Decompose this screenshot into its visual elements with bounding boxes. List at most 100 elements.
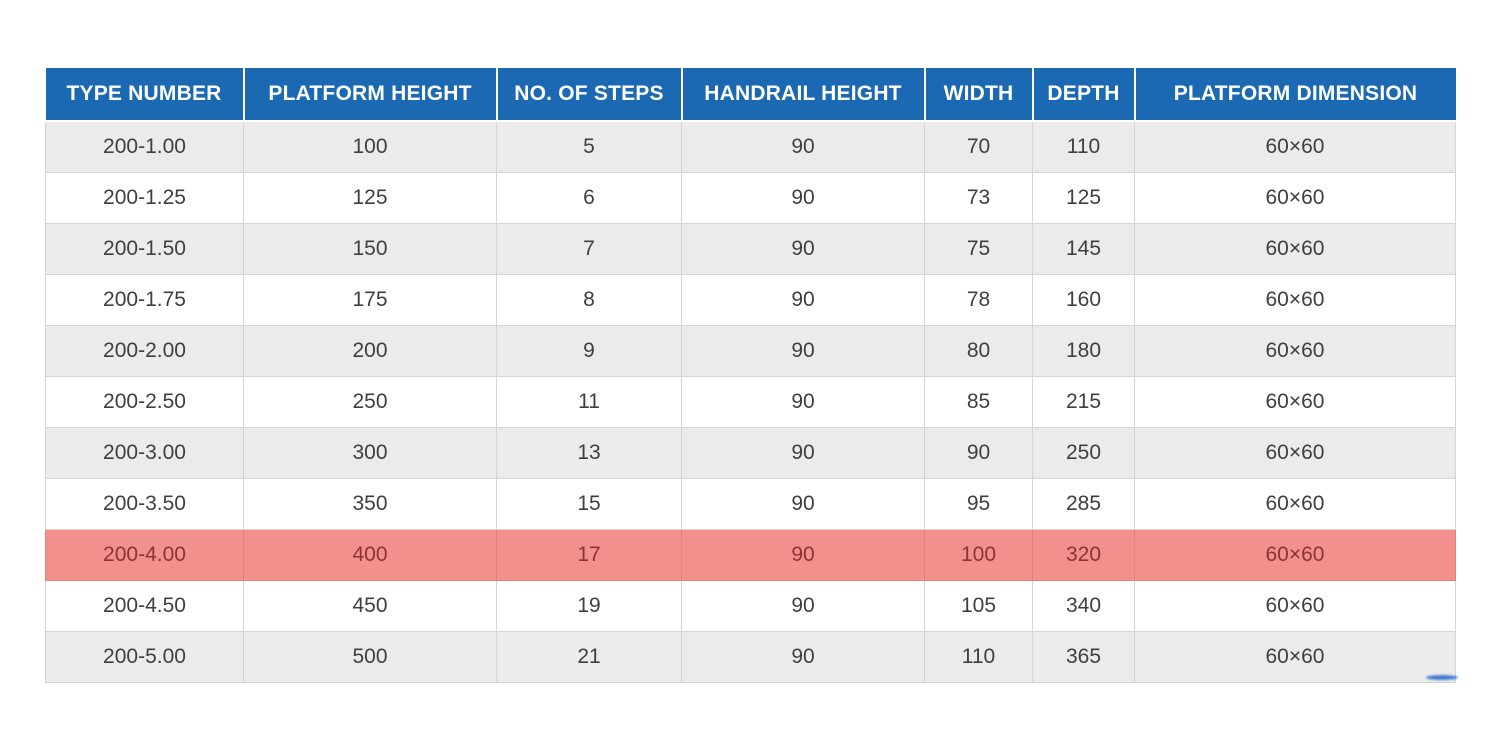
- table-cell: 100: [924, 529, 1033, 581]
- table-cell: 90: [681, 631, 925, 683]
- table-cell: 90: [681, 325, 925, 377]
- table-cell: 60×60: [1134, 223, 1456, 275]
- table-cell: 340: [1032, 580, 1135, 632]
- table-cell: 200-1.75: [45, 274, 244, 326]
- table-cell: 200-1.25: [45, 172, 244, 224]
- table-cell: 365: [1032, 631, 1135, 683]
- table-cell: 110: [924, 631, 1033, 683]
- table-header: TYPE NUMBER PLATFORM HEIGHT NO. OF STEPS HA…: [45, 68, 1456, 122]
- table-cell: 17: [496, 529, 682, 581]
- table-cell: 90: [681, 172, 925, 224]
- table-cell: 125: [243, 172, 497, 224]
- table-cell: 90: [924, 427, 1033, 479]
- table-cell: 200-1.50: [45, 223, 244, 275]
- table-cell: 11: [496, 376, 682, 428]
- table-cell: 73: [924, 172, 1033, 224]
- table-cell: 60×60: [1134, 529, 1456, 581]
- table-cell: 13: [496, 427, 682, 479]
- table-cell: 400: [243, 529, 497, 581]
- table-cell: 300: [243, 427, 497, 479]
- table-cell: 160: [1032, 274, 1135, 326]
- table-row: 200-3.00 300 13 90 90 250 60×60: [45, 427, 1456, 479]
- table-cell: 320: [1032, 529, 1135, 581]
- column-header-handrail-height: HANDRAIL HEIGHT: [680, 68, 926, 122]
- table-cell: 60×60: [1134, 580, 1456, 632]
- table-cell: 5: [496, 120, 682, 173]
- table-cell: 450: [243, 580, 497, 632]
- table-row: 200-4.50 450 19 90 105 340 60×60: [45, 580, 1456, 632]
- table-row: 200-5.00 500 21 90 110 365 60×60: [45, 631, 1456, 683]
- table-cell: 90: [681, 529, 925, 581]
- table-cell: 215: [1032, 376, 1135, 428]
- platform-spec-table: TYPE NUMBER PLATFORM HEIGHT NO. OF STEPS HA…: [45, 68, 1456, 683]
- table-cell: 90: [681, 427, 925, 479]
- table-cell: 150: [243, 223, 497, 275]
- column-header-depth: DEPTH: [1031, 68, 1136, 122]
- column-header-platform-dimension: PLATFORM DIMENSION: [1133, 68, 1456, 122]
- table-cell: 100: [243, 120, 497, 173]
- table-cell: 200: [243, 325, 497, 377]
- table-cell: 9: [496, 325, 682, 377]
- table-cell: 90: [681, 274, 925, 326]
- table-cell: 80: [924, 325, 1033, 377]
- table-cell: 90: [681, 580, 925, 632]
- table-cell: 200-1.00: [45, 120, 244, 173]
- blue-mark-artifact: [1426, 675, 1458, 680]
- table-cell: 145: [1032, 223, 1135, 275]
- table-cell: 19: [496, 580, 682, 632]
- table-row-highlighted: 200-4.00 400 17 90 100 320 60×60: [45, 529, 1456, 581]
- table-cell: 500: [243, 631, 497, 683]
- table-cell: 60×60: [1134, 274, 1456, 326]
- table-cell: 21: [496, 631, 682, 683]
- table-cell: 60×60: [1134, 478, 1456, 530]
- table-cell: 60×60: [1134, 376, 1456, 428]
- table-cell: 175: [243, 274, 497, 326]
- table-cell: 200-4.00: [45, 529, 244, 581]
- table-cell: 75: [924, 223, 1033, 275]
- table-cell: 200-4.50: [45, 580, 244, 632]
- table-cell: 110: [1032, 120, 1135, 173]
- table-cell: 90: [681, 223, 925, 275]
- table-cell: 125: [1032, 172, 1135, 224]
- table-cell: 90: [681, 376, 925, 428]
- table-cell: 95: [924, 478, 1033, 530]
- table-cell: 6: [496, 172, 682, 224]
- table-row: 200-1.50 150 7 90 75 145 60×60: [45, 223, 1456, 275]
- table-body: 200-1.00 100 5 90 70 110 60×60 200-1.25 125 6 90 73…: [45, 120, 1456, 683]
- table-header-row: TYPE NUMBER PLATFORM HEIGHT NO. OF STEPS HA…: [45, 68, 1456, 122]
- table-row: 200-3.50 350 15 90 95 285 60×60: [45, 478, 1456, 530]
- table-cell: 60×60: [1134, 631, 1456, 683]
- table-cell: 60×60: [1134, 427, 1456, 479]
- table-cell: 180: [1032, 325, 1135, 377]
- table-cell: 90: [681, 478, 925, 530]
- table-row: 200-2.50 250 11 90 85 215 60×60: [45, 376, 1456, 428]
- table-cell: 78: [924, 274, 1033, 326]
- column-header-no-of-steps: NO. OF STEPS: [495, 68, 683, 122]
- table-cell: 15: [496, 478, 682, 530]
- table-cell: 105: [924, 580, 1033, 632]
- table-cell: 200-3.00: [45, 427, 244, 479]
- table-cell: 350: [243, 478, 497, 530]
- table-cell: 60×60: [1134, 172, 1456, 224]
- table-cell: 285: [1032, 478, 1135, 530]
- table-cell: 200-2.00: [45, 325, 244, 377]
- column-header-type-number: TYPE NUMBER: [45, 68, 245, 122]
- table-cell: 200-5.00: [45, 631, 244, 683]
- table-row: 200-1.25 125 6 90 73 125 60×60: [45, 172, 1456, 224]
- table-cell: 70: [924, 120, 1033, 173]
- table-cell: 85: [924, 376, 1033, 428]
- table-cell: 200-2.50: [45, 376, 244, 428]
- table-cell: 60×60: [1134, 325, 1456, 377]
- table-cell: 250: [1032, 427, 1135, 479]
- table-row: 200-1.75 175 8 90 78 160 60×60: [45, 274, 1456, 326]
- column-header-platform-height: PLATFORM HEIGHT: [242, 68, 498, 122]
- table-row: 200-2.00 200 9 90 80 180 60×60: [45, 325, 1456, 377]
- table-cell: 7: [496, 223, 682, 275]
- table-cell: 250: [243, 376, 497, 428]
- column-header-width: WIDTH: [923, 68, 1034, 122]
- table-cell: 8: [496, 274, 682, 326]
- table-cell: 60×60: [1134, 120, 1456, 173]
- table-cell: 200-3.50: [45, 478, 244, 530]
- table-row: 200-1.00 100 5 90 70 110 60×60: [45, 120, 1456, 173]
